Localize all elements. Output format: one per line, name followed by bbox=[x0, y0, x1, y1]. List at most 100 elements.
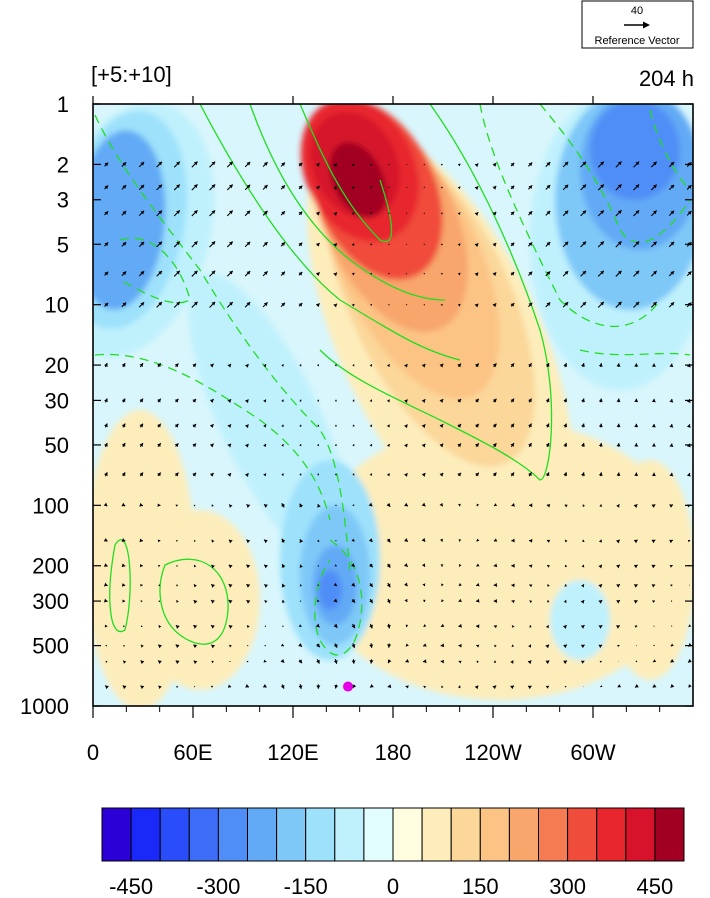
wind-vector-330 bbox=[528, 442, 532, 448]
wind-vector-46 bbox=[315, 185, 320, 190]
wind-vector-230 bbox=[563, 362, 568, 368]
wind-vector-4 bbox=[173, 161, 181, 168]
wind-vector-637 bbox=[545, 660, 550, 665]
wind-vector-562 bbox=[423, 624, 427, 628]
wind-vector-358 bbox=[421, 472, 426, 477]
wind-vector-392 bbox=[421, 502, 426, 507]
wind-vector-421 bbox=[335, 540, 337, 542]
wind-vector-49 bbox=[370, 186, 373, 189]
wind-vector-57 bbox=[510, 185, 515, 190]
wind-vector-241 bbox=[157, 398, 162, 403]
wind-vector-297 bbox=[545, 423, 550, 428]
wind-vector-603 bbox=[545, 644, 550, 649]
wind-vector-490 bbox=[351, 582, 356, 587]
wind-vector-5 bbox=[191, 161, 198, 168]
wind-vector-20 bbox=[457, 163, 461, 167]
y-tick-label-5: 20 bbox=[45, 353, 69, 378]
wind-vector-613 bbox=[122, 660, 127, 664]
wind-vector-662 bbox=[387, 684, 392, 689]
wind-vector-385 bbox=[299, 503, 304, 508]
wind-vector-148 bbox=[315, 271, 320, 277]
wind-vector-327 bbox=[475, 442, 480, 448]
wind-vector-311 bbox=[192, 443, 197, 448]
wind-vector-155 bbox=[440, 272, 443, 275]
wind-vector-624 bbox=[316, 659, 320, 664]
wind-vector-585 bbox=[228, 644, 232, 648]
wind-vector-380 bbox=[211, 504, 214, 507]
wind-vector-427 bbox=[439, 538, 443, 542]
wind-vector-56 bbox=[492, 185, 497, 190]
wind-vector-440 bbox=[669, 539, 674, 544]
wind-vector-411 bbox=[157, 539, 161, 543]
wind-vector-426 bbox=[421, 537, 426, 543]
wind-vector-72 bbox=[173, 209, 181, 217]
wind-vector-664 bbox=[423, 685, 427, 689]
wind-vector-663 bbox=[405, 685, 409, 689]
wind-vector-578 bbox=[105, 644, 108, 647]
wind-vector-255 bbox=[404, 399, 408, 404]
wind-vector-79 bbox=[298, 211, 303, 216]
wind-vector-117 bbox=[370, 243, 373, 246]
wind-vector-214 bbox=[281, 364, 284, 367]
wind-vector-505 bbox=[616, 583, 621, 588]
wind-vector-457 bbox=[369, 563, 374, 568]
wind-vector-139 bbox=[156, 270, 163, 277]
wind-vector-481 bbox=[193, 584, 197, 588]
wind-vector-356 bbox=[386, 473, 391, 477]
wind-vector-586 bbox=[247, 645, 249, 647]
wind-vector-593 bbox=[369, 643, 374, 648]
wind-vector-431 bbox=[511, 538, 515, 543]
wind-vector-42 bbox=[244, 184, 251, 191]
wind-vector-323 bbox=[404, 443, 408, 448]
wind-vector-666 bbox=[457, 685, 461, 689]
wind-vector-646 bbox=[104, 685, 109, 690]
wind-vector-580 bbox=[140, 644, 144, 648]
wind-vector-219 bbox=[369, 364, 373, 367]
wind-vector-225 bbox=[475, 363, 480, 368]
wind-vector-217 bbox=[334, 364, 337, 367]
wind-vector-347 bbox=[227, 472, 232, 477]
wind-vector-474 bbox=[669, 564, 673, 568]
wind-vector-120 bbox=[423, 243, 426, 246]
wind-vector-40 bbox=[209, 184, 216, 191]
wind-vector-535 bbox=[547, 600, 550, 603]
wind-vector-102 bbox=[104, 242, 109, 247]
wind-vector-251 bbox=[334, 399, 337, 402]
wind-vector-74 bbox=[209, 209, 216, 217]
wind-vector-272 bbox=[104, 423, 108, 428]
wind-vector-43 bbox=[262, 184, 268, 190]
wind-vector-409 bbox=[121, 538, 126, 542]
field-shade-12 bbox=[329, 142, 387, 218]
wind-vector-235 bbox=[651, 363, 656, 367]
wind-vector-567 bbox=[511, 625, 515, 628]
green-contours bbox=[94, 104, 691, 656]
wind-vector-376 bbox=[139, 502, 144, 507]
wind-vector-220 bbox=[386, 363, 391, 368]
wind-vector-370 bbox=[634, 472, 639, 476]
wind-vector-308 bbox=[139, 442, 144, 448]
wind-vector-316 bbox=[281, 443, 284, 447]
wind-vector-675 bbox=[617, 684, 622, 688]
wind-vector-169 bbox=[686, 271, 692, 277]
wind-vector-85 bbox=[405, 212, 408, 214]
wind-vector-312 bbox=[209, 443, 214, 448]
wind-vector-326 bbox=[457, 443, 462, 448]
wind-vector-281 bbox=[263, 424, 267, 428]
wind-vector-142 bbox=[209, 270, 216, 277]
wind-vector-188 bbox=[423, 303, 426, 306]
wind-vector-551 bbox=[228, 624, 233, 629]
wind-vector-536 bbox=[563, 599, 567, 603]
wind-vector-598 bbox=[458, 643, 462, 648]
wind-vector-550 bbox=[210, 624, 215, 629]
wind-vector-469 bbox=[581, 564, 585, 568]
wind-vector-276 bbox=[174, 423, 179, 428]
wind-vector-435 bbox=[582, 539, 585, 543]
contour-line-5 bbox=[94, 353, 331, 521]
wind-vector-602 bbox=[528, 644, 532, 648]
wind-vector-201 bbox=[650, 301, 658, 308]
wind-vector-643 bbox=[652, 659, 657, 663]
wind-vector-526 bbox=[386, 598, 391, 604]
wind-vector-615 bbox=[157, 660, 162, 665]
wind-vector-199 bbox=[615, 301, 622, 308]
